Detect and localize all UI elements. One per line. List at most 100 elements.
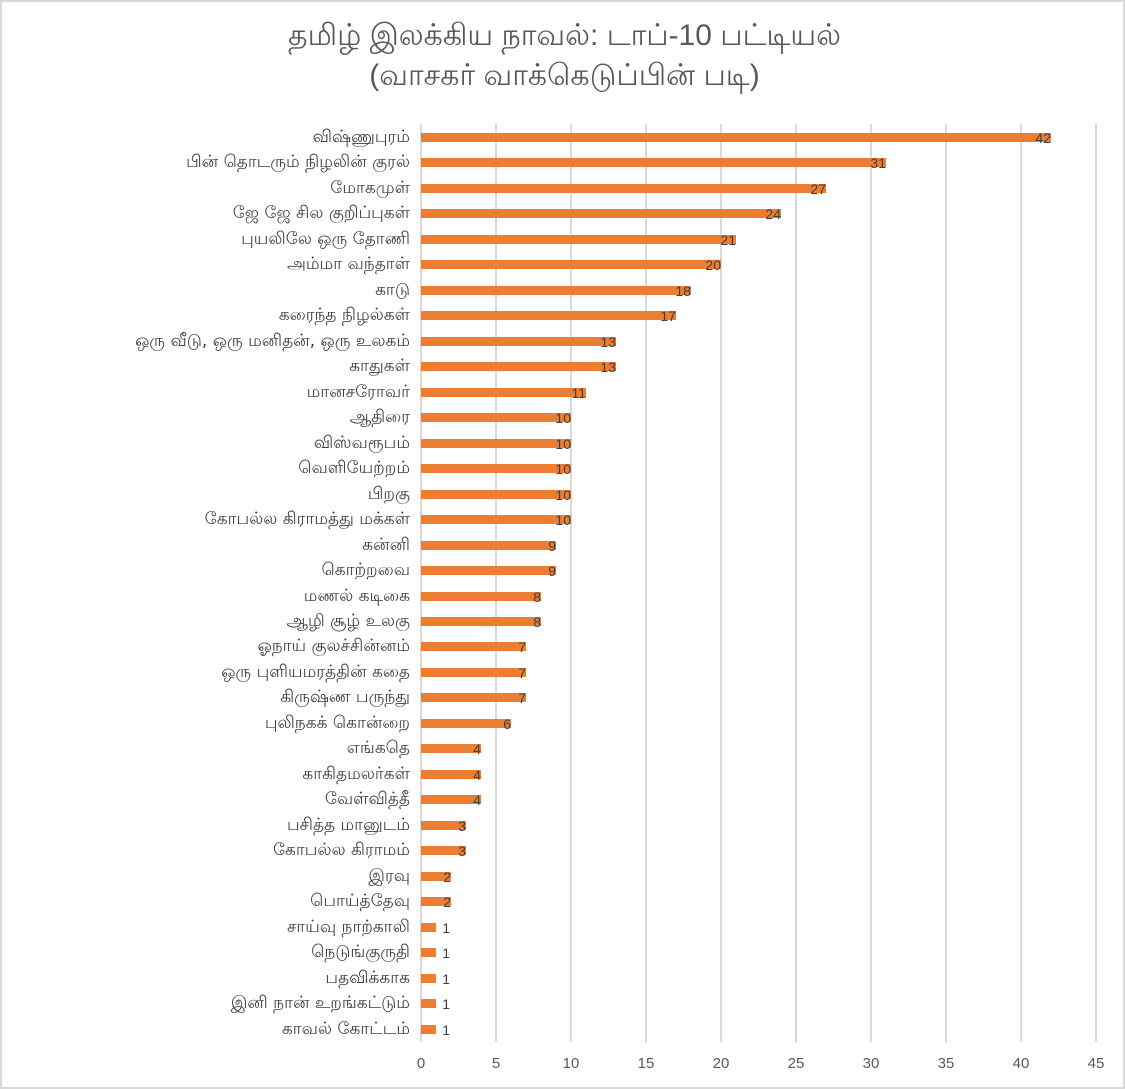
x-tick-label: 40 <box>1012 1055 1030 1072</box>
gridline <box>1020 124 1022 1042</box>
bar[interactable] <box>421 489 571 499</box>
data-label: 10 <box>555 435 571 452</box>
bar-row: 6 <box>421 710 1096 736</box>
category-label: பிறகு <box>367 483 410 504</box>
bar[interactable] <box>421 642 526 652</box>
bar[interactable] <box>421 413 571 423</box>
gridline <box>1095 124 1097 1042</box>
bar-row: 10 <box>421 481 1096 507</box>
bar[interactable] <box>421 820 466 830</box>
bar-row: 1 <box>421 1016 1096 1042</box>
category-label: ஜே ஜே சில குறிப்புகள் <box>232 203 410 224</box>
data-label: 24 <box>765 206 781 223</box>
bar-row: 10 <box>421 404 1096 430</box>
bar-row: 1 <box>421 939 1096 965</box>
bar-row: 1 <box>421 990 1096 1016</box>
bar-row: 4 <box>421 735 1096 761</box>
category-label: கரைந்த நிழல்கள் <box>278 305 410 326</box>
data-label: 1 <box>442 919 450 936</box>
bar[interactable] <box>421 999 436 1009</box>
category-label: காவல் கோட்டம் <box>281 1018 410 1039</box>
category-label: எங்கதெ <box>346 738 410 759</box>
bar[interactable] <box>421 693 526 703</box>
bar-row: 13 <box>421 353 1096 379</box>
bar[interactable] <box>421 718 511 728</box>
data-label: 1 <box>442 970 450 987</box>
data-label: 8 <box>533 613 541 630</box>
bar[interactable] <box>421 973 436 983</box>
bar[interactable] <box>421 667 526 677</box>
data-label: 8 <box>533 588 541 605</box>
bar[interactable] <box>421 336 616 346</box>
data-label: 7 <box>518 639 526 656</box>
bar-row: 17 <box>421 302 1096 328</box>
data-label: 4 <box>473 741 481 758</box>
category-label: ஒரு புளியமரத்தின் கதை <box>221 661 410 682</box>
bar[interactable] <box>421 922 436 932</box>
bar[interactable] <box>421 234 736 244</box>
bar-row: 11 <box>421 379 1096 405</box>
bar[interactable] <box>421 133 1051 142</box>
bar[interactable] <box>421 515 571 525</box>
bar[interactable] <box>421 183 826 193</box>
bar-row: 10 <box>421 430 1096 456</box>
data-label: 13 <box>600 359 616 376</box>
bar[interactable] <box>421 1024 436 1034</box>
bar[interactable] <box>421 769 481 779</box>
x-tick-label: 0 <box>416 1055 426 1072</box>
bar-row: 31 <box>421 149 1096 175</box>
bar-row: 1 <box>421 965 1096 991</box>
category-label: இரவு <box>368 865 410 886</box>
bar[interactable] <box>421 540 556 550</box>
bar-row: 18 <box>421 277 1096 303</box>
category-label: கொற்றவை <box>321 560 411 581</box>
data-label: 9 <box>548 563 556 580</box>
bar-row: 27 <box>421 175 1096 201</box>
x-tick-label: 45 <box>1087 1055 1105 1072</box>
x-tick-label: 15 <box>637 1055 655 1072</box>
bar[interactable] <box>421 846 466 856</box>
bar[interactable] <box>421 795 481 805</box>
category-label: இனி நான் உறங்கட்டும் <box>230 993 410 1014</box>
bar[interactable] <box>421 948 436 958</box>
bar[interactable] <box>421 438 571 448</box>
bar[interactable] <box>421 209 781 219</box>
category-label: ஆதிரை <box>349 407 410 428</box>
gridline <box>495 124 497 1042</box>
bar[interactable] <box>421 464 571 474</box>
bar[interactable] <box>421 260 721 270</box>
data-label: 10 <box>555 461 571 478</box>
category-label: புயலிலே ஒரு தோணி <box>241 228 410 249</box>
data-label: 1 <box>442 996 450 1013</box>
category-label: வெளியேற்றம் <box>298 458 410 479</box>
bar[interactable] <box>421 387 586 397</box>
bar[interactable] <box>421 744 481 754</box>
category-label: பதவிக்காக <box>325 967 410 988</box>
bar-row: 9 <box>421 532 1096 558</box>
bar[interactable] <box>421 897 451 907</box>
value-axis-line <box>420 124 422 1042</box>
data-label: 21 <box>720 231 736 248</box>
data-label: 1 <box>442 1021 450 1038</box>
data-label: 31 <box>870 155 886 172</box>
bar[interactable] <box>421 285 691 295</box>
bar-row: 2 <box>421 888 1096 914</box>
bar[interactable] <box>421 158 886 168</box>
x-tick-label: 5 <box>491 1055 501 1072</box>
category-label: ஆழி சூழ் உலகு <box>286 610 410 631</box>
bar[interactable] <box>421 362 616 372</box>
x-tick-label: 25 <box>787 1055 805 1072</box>
bar[interactable] <box>421 871 451 881</box>
bar[interactable] <box>421 616 541 626</box>
bar-row: 2 <box>421 863 1096 889</box>
data-label: 3 <box>458 843 466 860</box>
category-label: புலிநகக் கொன்றை <box>264 712 410 733</box>
bar[interactable] <box>421 566 556 576</box>
category-label: விஷ்ணுபுரம் <box>312 127 410 147</box>
bar[interactable] <box>421 311 676 321</box>
bar-row: 7 <box>421 684 1096 710</box>
bar-row: 8 <box>421 608 1096 634</box>
bar[interactable] <box>421 591 541 601</box>
x-tick-label: 10 <box>562 1055 580 1072</box>
